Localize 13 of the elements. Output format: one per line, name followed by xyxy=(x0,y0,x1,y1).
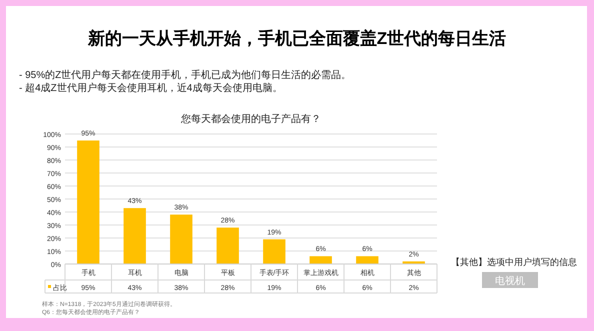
chart-title: 新的一天从手机开始，手机已全面覆盖Z世代的每日生活 xyxy=(86,28,506,48)
text: 【其他】选项中用户填写的信息 xyxy=(451,257,577,267)
bar xyxy=(263,239,286,264)
bar xyxy=(356,256,378,264)
chart-subtitle: 您每天都会使用的电子产品有？ xyxy=(180,113,321,125)
bar xyxy=(170,214,192,264)
text: - 95%的Z世代用户每天都在使用手机，手机已成为他们每日生活的必需品。 xyxy=(19,69,352,81)
text: 电视机 xyxy=(495,275,525,287)
bar xyxy=(124,208,146,264)
bar xyxy=(77,140,100,264)
text: - 超4成Z世代用户每天会使用耳机，近4成每天会使用电脑。 xyxy=(19,82,282,94)
bar xyxy=(310,256,332,264)
bar xyxy=(216,228,239,264)
